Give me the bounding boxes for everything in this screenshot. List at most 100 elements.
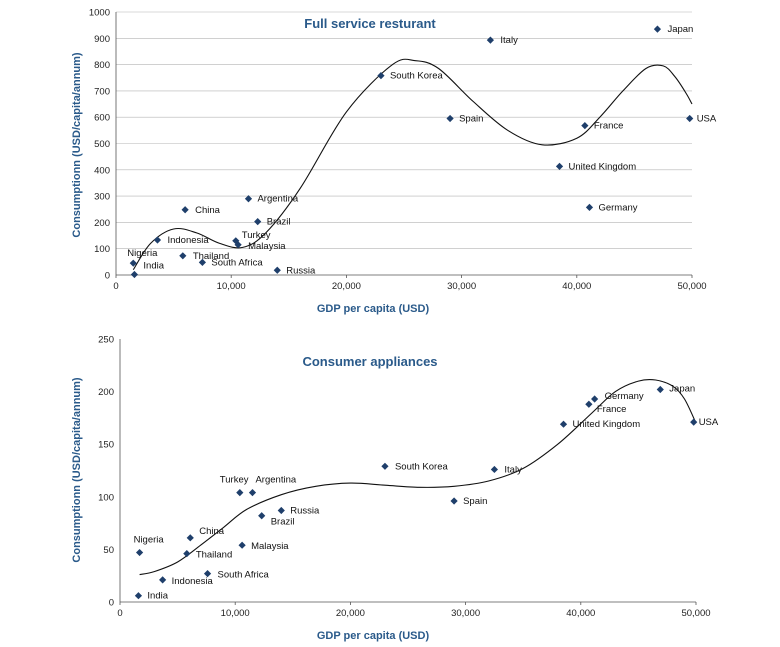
point-marker xyxy=(377,72,385,80)
chart-full-service-restaurant: Full service resturant Consumptionn (USD… xyxy=(71,8,717,316)
point-south-africa: South Africa xyxy=(203,569,270,581)
y-tick-label: 800 xyxy=(94,60,110,71)
chart-title: Full service resturant xyxy=(304,16,436,31)
axes: 0 50 100 150 200 250 0 10,000 20,000 30,000 40,000… xyxy=(98,335,710,620)
y-tick-label: 900 xyxy=(94,34,110,45)
point-malaysia: Malaysia xyxy=(234,241,286,252)
point-marker xyxy=(183,550,191,558)
y-tick-label: 1000 xyxy=(89,8,110,19)
y-tick-label: 400 xyxy=(94,165,110,176)
point-label: Spain xyxy=(463,496,487,507)
axes: 0 100 200 300 400 500 600 700 800 900 1000 0 10,000 2… xyxy=(89,8,707,293)
point-label: Thailand xyxy=(193,251,229,262)
point-label: Nigeria xyxy=(134,535,165,546)
y-tick-label: 150 xyxy=(98,440,114,451)
point-label: India xyxy=(147,591,168,602)
y-tick-label: 300 xyxy=(94,192,110,203)
point-label: United Kingdom xyxy=(573,419,641,430)
point-label: France xyxy=(594,121,624,132)
point-marker xyxy=(203,569,212,578)
data-points: Japan Italy South Korea Spain USA France Unite… xyxy=(127,24,717,279)
x-tick-label: 0 xyxy=(113,281,118,292)
point-marker xyxy=(690,418,698,426)
point-label: Malaysia xyxy=(248,241,286,252)
point-marker xyxy=(581,122,589,130)
y-tick-label: 0 xyxy=(109,598,114,609)
point-marker xyxy=(134,592,143,600)
x-tick-label: 0 xyxy=(117,608,122,619)
point-marker xyxy=(450,497,458,505)
point-marker xyxy=(238,541,246,549)
trendline xyxy=(139,378,697,576)
point-brazil: Brazil xyxy=(254,217,290,228)
point-usa: USA xyxy=(686,114,717,125)
point-marker xyxy=(236,488,244,497)
point-japan: Japan xyxy=(653,24,693,35)
point-brazil: Brazil xyxy=(258,512,294,528)
point-argentina: Argentina xyxy=(244,194,299,205)
point-label: Brazil xyxy=(267,217,291,228)
point-marker xyxy=(490,465,498,474)
x-tick-label: 20,000 xyxy=(336,608,365,619)
point-marker xyxy=(244,195,253,203)
y-tick-label: 200 xyxy=(94,218,110,229)
point-germany: Germany xyxy=(591,391,644,403)
point-label: Germany xyxy=(598,202,637,213)
point-marker xyxy=(234,241,242,249)
point-label: Argentina xyxy=(257,194,298,205)
point-japan: Japan xyxy=(656,383,695,394)
point-label: Japan xyxy=(667,24,693,35)
point-label: Malaysia xyxy=(251,541,289,552)
point-marker xyxy=(555,162,564,170)
point-label: Brazil xyxy=(271,517,295,528)
point-turkey: Turkey xyxy=(220,475,249,497)
point-marker xyxy=(159,576,167,584)
point-label: USA xyxy=(697,114,717,125)
point-marker xyxy=(248,488,257,497)
point-marker xyxy=(254,218,262,226)
point-china: China xyxy=(186,526,225,542)
point-italy: Italy xyxy=(490,464,522,475)
y-axis-label: Consumptionn (USD/capita/annum) xyxy=(71,377,83,563)
point-malaysia: Malaysia xyxy=(238,541,289,552)
trendline-curve xyxy=(132,58,693,271)
point-marker xyxy=(486,36,494,44)
point-marker xyxy=(181,206,189,214)
point-label: Russia xyxy=(290,505,320,516)
point-thailand: Thailand xyxy=(179,251,229,262)
point-russia: Russia xyxy=(277,505,320,516)
point-marker xyxy=(656,385,664,394)
x-tick-label: 20,000 xyxy=(332,281,361,292)
point-label: Nigeria xyxy=(127,248,158,259)
point-label: Argentina xyxy=(255,475,296,486)
point-thailand: Thailand xyxy=(183,550,232,561)
point-marker xyxy=(273,266,281,274)
y-tick-label: 200 xyxy=(98,387,114,398)
point-marker xyxy=(585,400,593,408)
point-marker xyxy=(130,270,139,279)
x-tick-label: 50,000 xyxy=(677,281,706,292)
point-south-korea: South Korea xyxy=(381,461,448,472)
data-points: Japan Germany France USA United Kingdom South… xyxy=(134,383,719,601)
point-indonesia: Indonesia xyxy=(153,235,209,246)
point-marker xyxy=(585,203,594,212)
point-argentina: Argentina xyxy=(248,475,297,497)
point-spain: Spain xyxy=(450,496,487,507)
point-marker xyxy=(446,114,454,123)
point-label: South Africa xyxy=(218,570,270,581)
point-label: Turkey xyxy=(220,475,249,486)
trendline xyxy=(132,58,693,271)
point-label: China xyxy=(195,205,221,216)
x-tick-label: 30,000 xyxy=(451,608,480,619)
x-axis-label: GDP per capita (USD) xyxy=(317,303,430,315)
y-tick-label: 0 xyxy=(105,271,110,282)
point-south-africa: South Africa xyxy=(198,257,263,268)
point-marker xyxy=(129,259,137,267)
point-label: Japan xyxy=(669,383,695,394)
point-india: India xyxy=(130,260,165,279)
point-marker xyxy=(653,25,662,33)
point-label: Indonesia xyxy=(167,235,209,246)
point-label: France xyxy=(597,404,627,415)
point-india: India xyxy=(134,591,169,602)
